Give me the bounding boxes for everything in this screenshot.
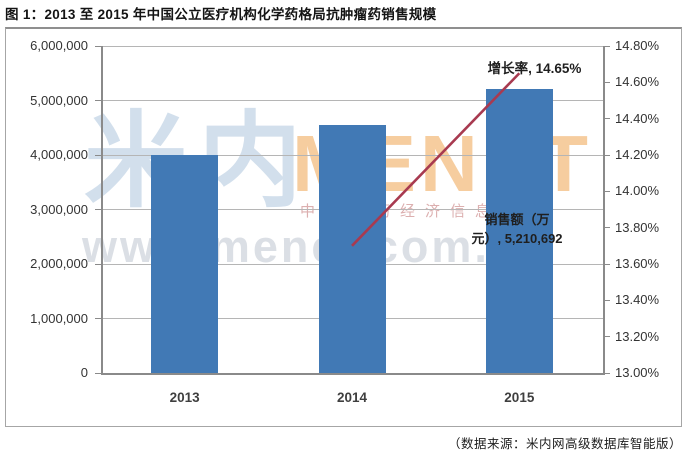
y-axis-right-tick xyxy=(603,336,610,338)
y-axis-right-tick xyxy=(603,154,610,156)
y-axis-right-tick xyxy=(603,263,610,265)
y-axis-right-tick xyxy=(603,227,610,229)
y-axis-right-tick-label: 14.80% xyxy=(615,38,660,53)
sales-data-label-line2: 元）, 5,210,692 xyxy=(471,231,563,246)
y-axis-left-tick xyxy=(95,263,101,265)
y-axis-right-line xyxy=(603,46,605,373)
y-axis-right-tick-label: 13.00% xyxy=(615,365,660,380)
y-axis-right-tick-label: 14.60% xyxy=(615,74,660,90)
sales-data-label-line1: 销售额（万 xyxy=(484,212,550,227)
y-axis-right-tick-label: 13.40% xyxy=(615,292,660,308)
figure-title: 图 1：2013 至 2015 年中国公立医疗机构化学药格局抗肿瘤药销售规模 xyxy=(5,7,437,22)
y-axis-right-tick-label: 14.00% xyxy=(615,183,660,199)
y-axis-left-tick-label: 1,000,000 xyxy=(30,310,88,326)
y-axis-right-tick-label: 14.40% xyxy=(615,110,660,126)
growth-rate-data-label: 增长率, 14.65% xyxy=(487,61,582,76)
y-axis-left-tick-label: 6,000,000 xyxy=(30,38,88,53)
y-axis-left-tick xyxy=(95,154,101,156)
y-axis-left-tick-label: 4,000,000 xyxy=(30,147,88,162)
gridline xyxy=(101,100,603,101)
y-axis-right-tick xyxy=(603,81,610,83)
sales-bar-2013 xyxy=(151,155,219,373)
y-axis-right-tick xyxy=(603,372,610,374)
y-axis-left-tick-label: 5,000,000 xyxy=(30,92,88,108)
y-axis-left-tick-label: 3,000,000 xyxy=(30,201,88,217)
y-axis-left-tick xyxy=(95,372,101,374)
y-axis-right-tick-label: 13.60% xyxy=(615,256,660,271)
y-axis-right-tick-label: 13.20% xyxy=(615,328,660,344)
y-axis-right-tick xyxy=(603,190,610,192)
sales-data-label: 销售额（万 元）, 5,210,692 xyxy=(452,210,582,248)
y-axis-right-tick-label: 14.20% xyxy=(615,147,660,162)
y-axis-left-tick xyxy=(95,318,101,319)
x-axis-label-2015: 2015 xyxy=(504,390,535,405)
data-source-note: （数据来源：米内网高级数据库智能版） xyxy=(447,437,682,451)
y-axis-right-tick xyxy=(603,45,610,47)
y-axis-right-tick xyxy=(603,299,610,301)
y-axis-left-tick-label: 2,000,000 xyxy=(30,256,88,271)
y-axis-left-tick-label: 0 xyxy=(80,365,88,380)
x-axis-label-2014: 2014 xyxy=(336,390,368,405)
y-axis-left-tick xyxy=(95,100,101,101)
y-axis-left-tick xyxy=(95,45,101,47)
gridline xyxy=(101,45,603,47)
x-axis-line xyxy=(101,373,605,375)
y-axis-left-line xyxy=(101,46,103,373)
y-axis-right-tick-label: 13.80% xyxy=(615,219,660,235)
y-axis-left-tick xyxy=(95,209,101,210)
x-axis-label-2013: 2013 xyxy=(169,390,200,405)
sales-bar-2015 xyxy=(485,89,553,373)
y-axis-right-tick xyxy=(603,118,610,120)
sales-bar-2014 xyxy=(318,125,386,373)
growth-rate-line-path xyxy=(351,72,521,247)
